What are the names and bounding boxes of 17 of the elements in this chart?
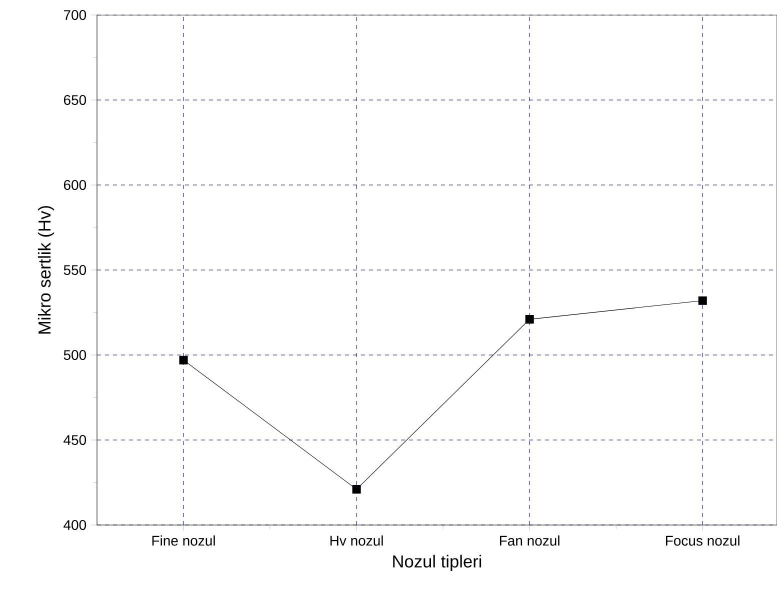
y-tick-label: 400	[64, 520, 86, 530]
point	[352, 485, 361, 494]
y-tick-label: 700	[64, 10, 86, 20]
y-axis-title: Mikro sertlik (Hv)	[38, 206, 54, 334]
x-tick-label: Fine nozul	[152, 535, 215, 546]
y-tick-label: 650	[64, 95, 86, 105]
point	[179, 356, 188, 364]
x-tick-label: Fan nozul	[500, 535, 560, 546]
x-tick-label: Focus nozul	[666, 535, 740, 546]
y-tick-label: 550	[64, 265, 86, 275]
y-tick-label: 500	[64, 350, 86, 360]
y-tick-label: 450	[64, 435, 86, 445]
point	[698, 296, 707, 305]
y-tick-label: 600	[64, 180, 86, 190]
x-axis-title: Nozul tipleri	[393, 554, 482, 571]
x-tick-label: Hv nozul	[330, 535, 383, 546]
point	[525, 315, 534, 324]
